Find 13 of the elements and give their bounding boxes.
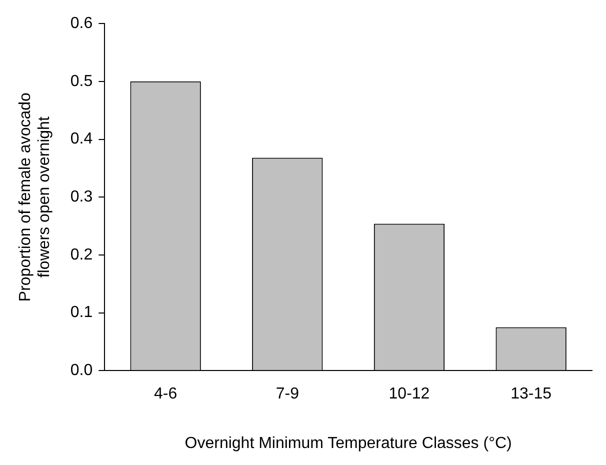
y-tick-label: 0.3 — [70, 188, 93, 206]
x-tick-label: 7-9 — [276, 386, 300, 403]
x-tick-label: 4-6 — [154, 386, 178, 403]
y-tick-label: 0.1 — [70, 304, 93, 322]
y-tick-label: 0.6 — [70, 15, 93, 32]
x-tick-label: 10-12 — [388, 386, 430, 403]
x-axis-title: Overnight Minimum Temperature Classes (°C) — [184, 434, 512, 452]
y-axis-title: Proportion of female avocado flowers open overnight — [17, 92, 54, 302]
x-tick-label: 13-15 — [510, 386, 552, 403]
y-tick-label: 0.0 — [70, 362, 93, 380]
y-tick-label: 0.5 — [70, 72, 93, 90]
y-tick-label: 0.4 — [70, 130, 93, 148]
y-tick-label: 0.2 — [70, 246, 93, 264]
